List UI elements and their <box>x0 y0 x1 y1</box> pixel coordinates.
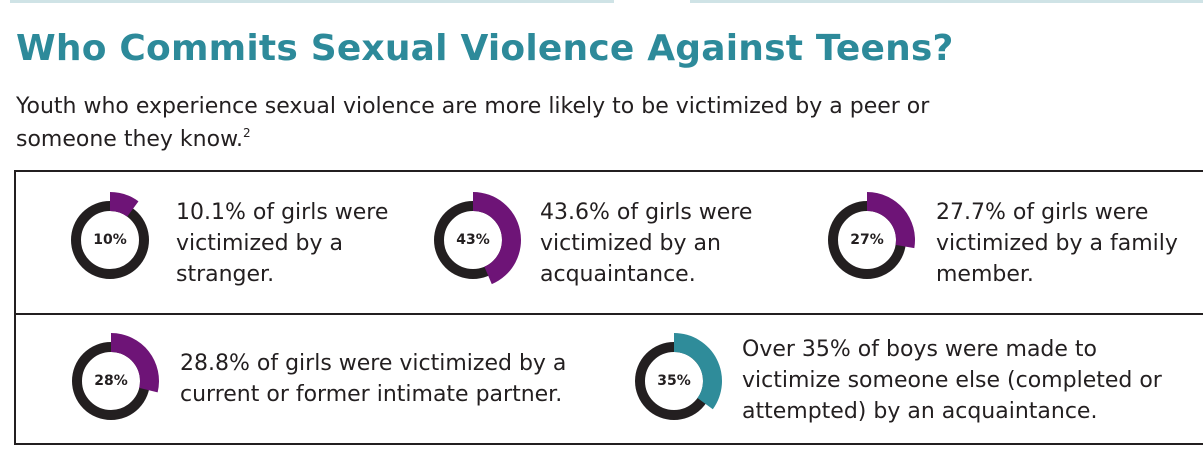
stats-panel-bottom <box>14 313 1203 445</box>
donut-svg-acquaintance <box>434 192 521 285</box>
top-rule-right <box>690 0 1203 3</box>
donut-svg-family <box>828 192 915 279</box>
stat-text-family: 27.7% of girls were victimized by a fami… <box>936 200 1178 287</box>
donut-chart-family: 27% <box>826 192 915 281</box>
subtitle-text: Youth who experience sexual violence are… <box>16 94 930 152</box>
donut-label-partner: 28% <box>94 373 128 389</box>
donut-svg-stranger <box>71 192 149 279</box>
page-title: Who Commits Sexual Violence Against Teen… <box>16 28 954 69</box>
stat-text-boys: Over 35% of boys were made to victimize … <box>742 337 1162 424</box>
stat-text-stranger: 10.1% of girls were victimized by a stra… <box>176 200 389 287</box>
stat-text-acquaintance: 43.6% of girls were victimized by an acq… <box>540 200 753 287</box>
donut-svg-boys <box>635 333 722 420</box>
donut-slice-boys <box>674 333 722 410</box>
subtitle: Youth who experience sexual violence are… <box>16 90 996 156</box>
footnote-marker: 2 <box>243 126 251 140</box>
donut-slice-stranger <box>110 192 139 217</box>
top-rule-left <box>10 0 614 3</box>
donut-slice-partner <box>111 333 159 393</box>
donut-slice-family <box>867 192 915 249</box>
donut-label-family: 27% <box>850 232 884 248</box>
donut-label-stranger: 10% <box>93 232 127 248</box>
donut-chart-acquaintance: 43% <box>432 192 521 285</box>
donut-label-boys: 35% <box>657 373 691 389</box>
donut-chart-partner: 28% <box>70 333 159 422</box>
stat-text-partner: 28.8% of girls were victimized by a curr… <box>180 351 567 407</box>
donut-label-acquaintance: 43% <box>456 232 490 248</box>
donut-svg-partner <box>72 333 159 420</box>
donut-chart-boys: 35% <box>633 333 722 422</box>
donut-chart-stranger: 10% <box>69 192 151 281</box>
donut-slice-acquaintance <box>473 192 521 285</box>
